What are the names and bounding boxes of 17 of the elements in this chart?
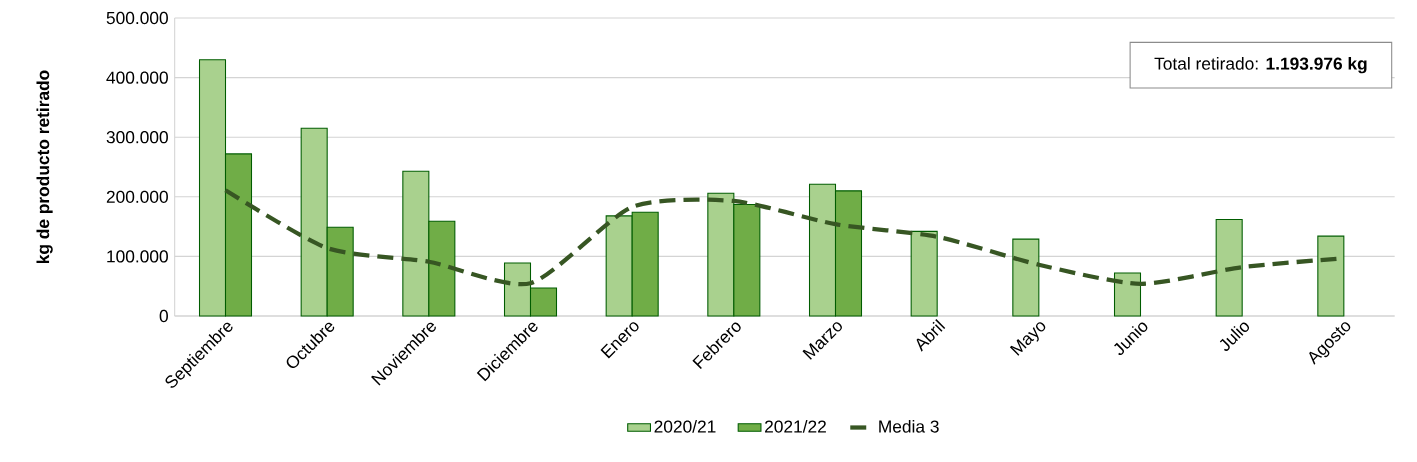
y-tick-label: 200.000 <box>106 190 168 203</box>
legend-label: 2021/22 <box>765 419 826 433</box>
x-tick-label: Julio <box>1219 322 1250 351</box>
bar <box>910 230 938 317</box>
y-tick-label: 300.000 <box>106 131 168 144</box>
y-tick-label: 400.000 <box>106 71 168 84</box>
legend-label: 2020/21 <box>654 419 716 433</box>
y-tick-label: 500.000 <box>106 11 168 25</box>
annotation: Total retirado: 1.193.976 kg <box>1154 57 1367 74</box>
legend-label: Media 3 <box>879 419 939 433</box>
bar <box>1215 218 1243 317</box>
y-tick-label: 0 <box>159 309 168 323</box>
y-tick-label: 100.000 <box>107 250 168 263</box>
bar <box>1012 238 1040 317</box>
bar <box>1317 235 1345 317</box>
bar <box>1113 272 1142 317</box>
y-axis-title: kg de producto retirado <box>36 70 53 264</box>
